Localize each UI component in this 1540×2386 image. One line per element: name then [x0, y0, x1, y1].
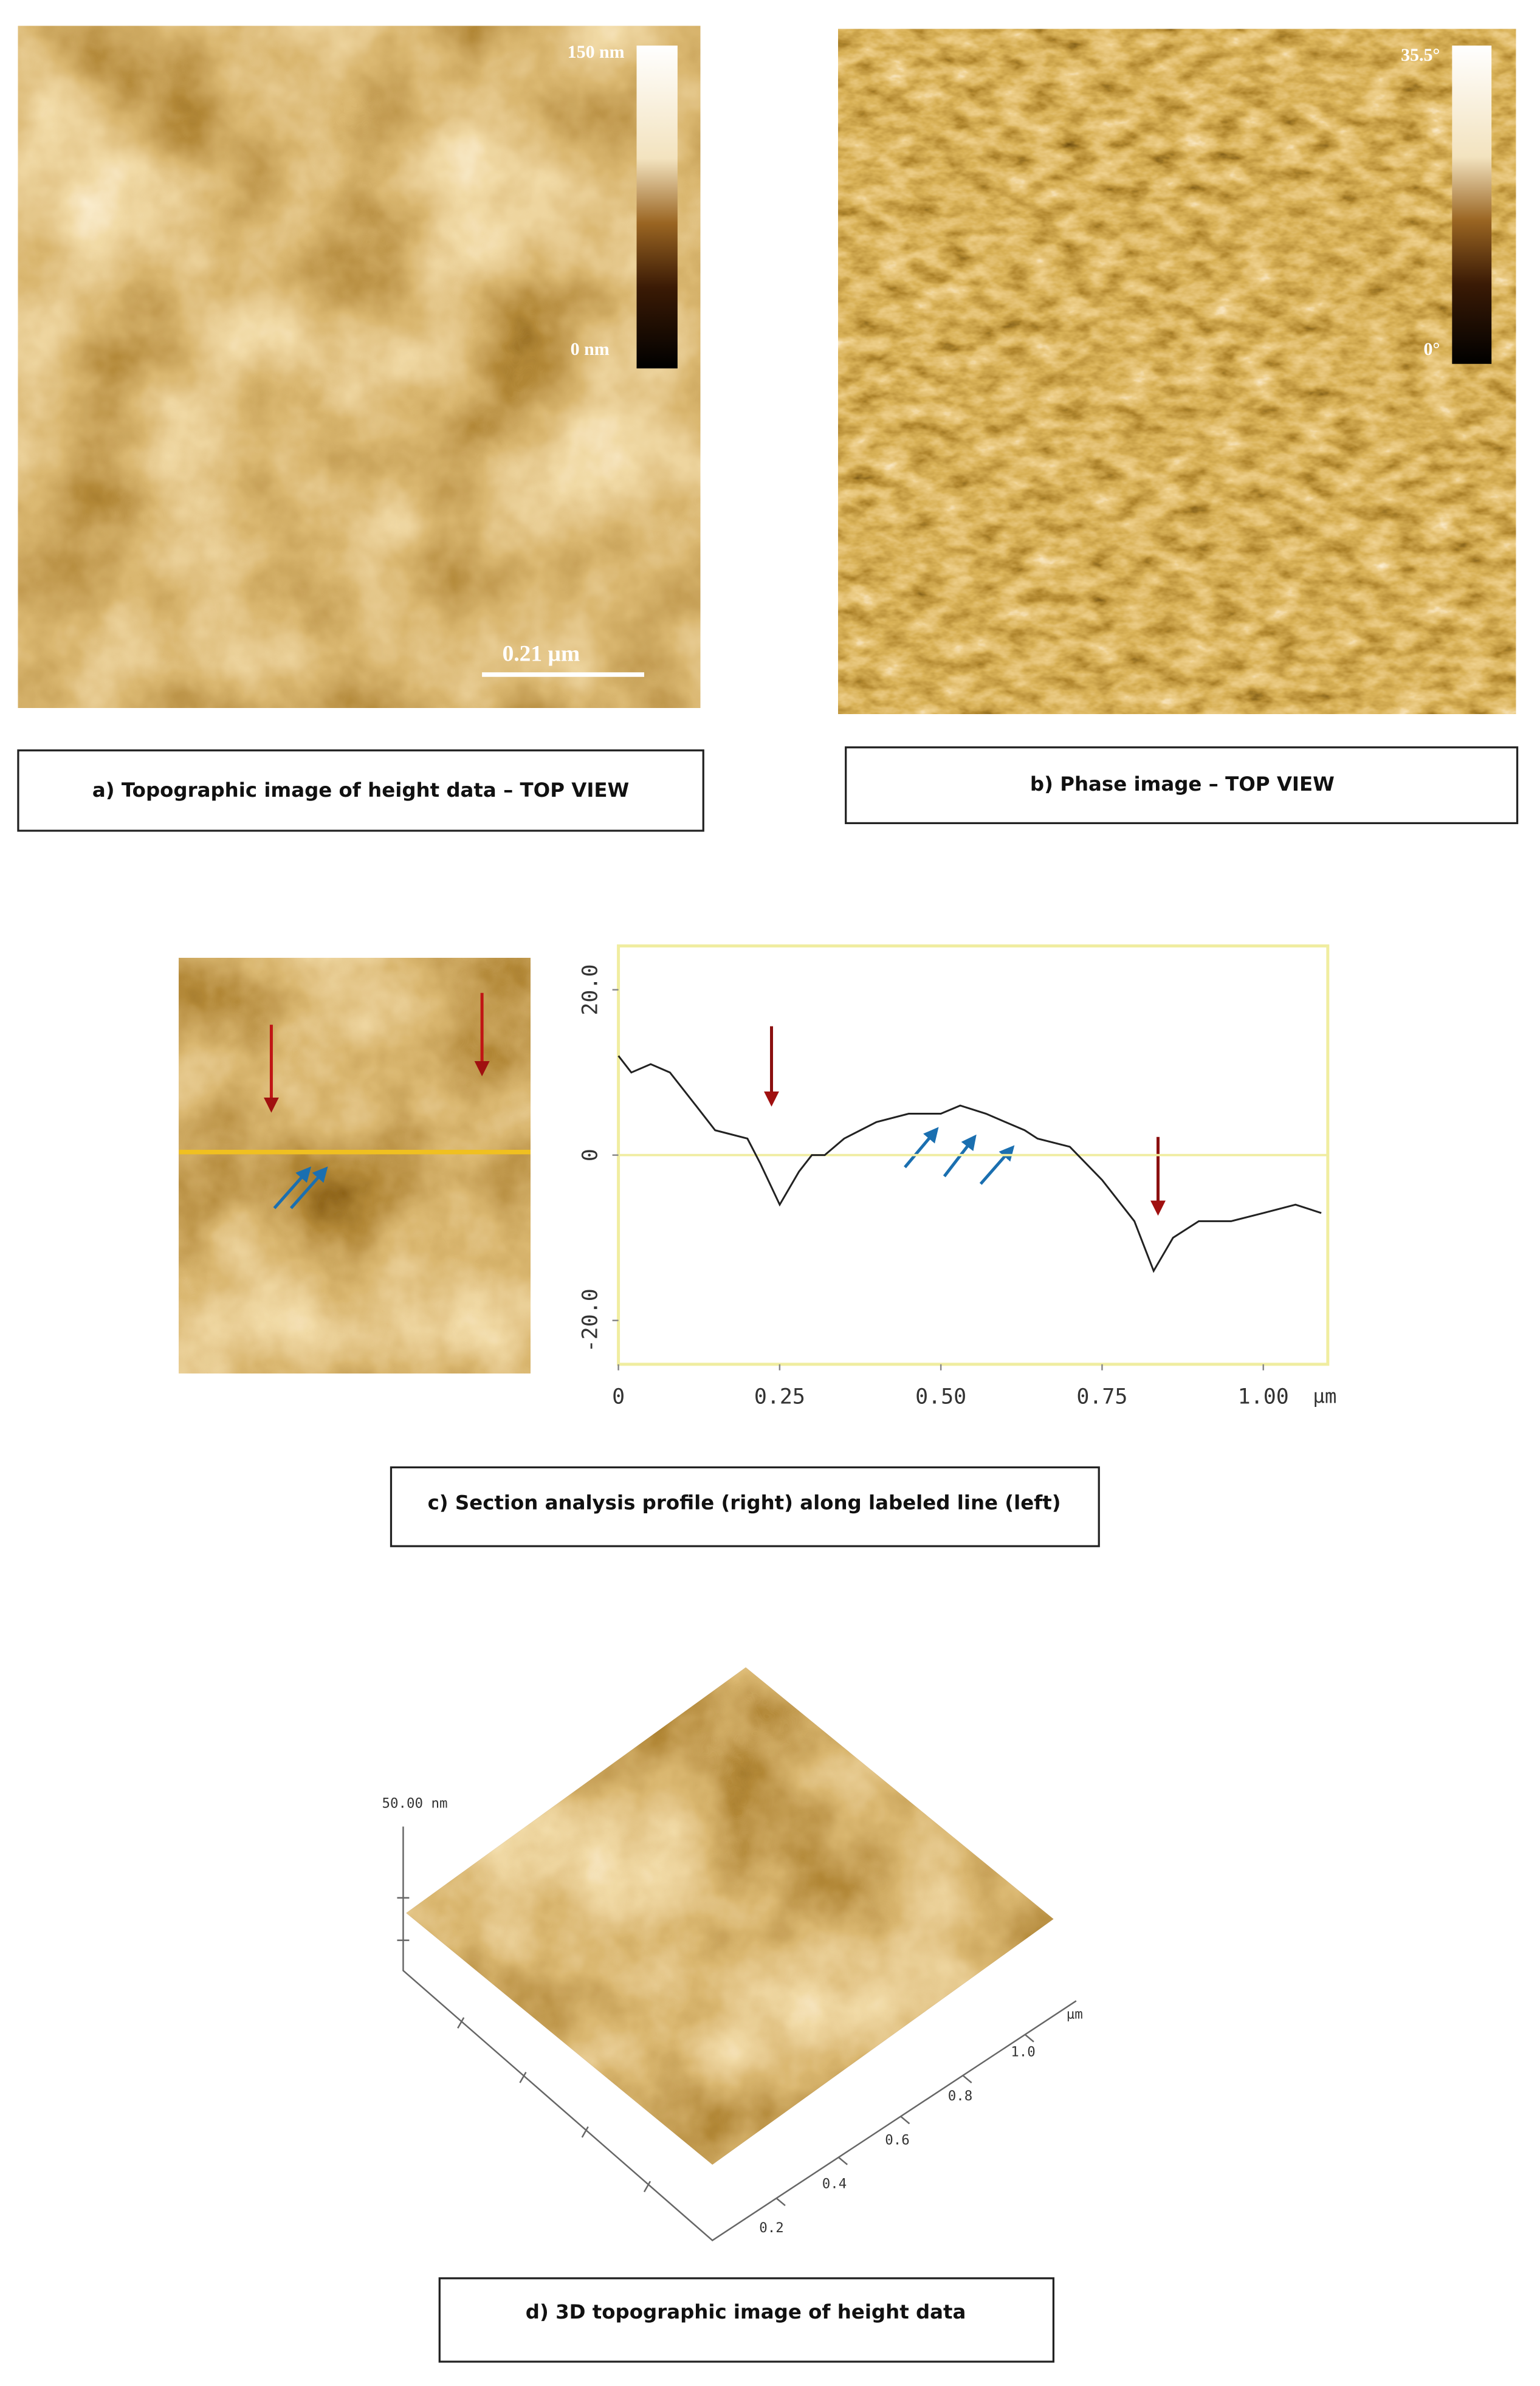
axis-tick-label: 1.0	[1011, 2044, 1036, 2060]
axis-tick-label: 0.6	[885, 2132, 910, 2148]
phase-image	[838, 29, 1516, 714]
z-label: 50.00 nm	[382, 1796, 448, 1812]
axis-ticks	[397, 1897, 1034, 2207]
y-tick-label: 20.0	[579, 964, 603, 1016]
axis-tick-label: 0.4	[822, 2176, 847, 2192]
profile-line	[617, 1055, 1322, 1273]
y-tick-label: -20.0	[579, 1288, 603, 1352]
caption: d) 3D topographic image of height data	[526, 2300, 966, 2323]
caption-box	[390, 1466, 1100, 1547]
arrow	[979, 1145, 1015, 1185]
colorbar-max: 35.5°	[1401, 45, 1440, 65]
colorbar	[1452, 45, 1492, 364]
colorbar-min: 0°	[1423, 339, 1440, 359]
arrow	[943, 1134, 977, 1178]
panel-d: 50.00 nm µm 0.2 0.4 0.6 0.8 1.0 d) 3D topogr…	[382, 1667, 1083, 2363]
colorbar	[636, 45, 678, 369]
x-tick-label: 0.50	[915, 1385, 966, 1409]
colorbar-min: 0 nm	[571, 339, 610, 359]
arrow	[289, 1166, 328, 1209]
axis-unit: µm	[1067, 2006, 1083, 2022]
x-tick-label: 1.00	[1238, 1385, 1289, 1409]
section-image	[179, 958, 531, 1373]
x-tick-label: 0.25	[754, 1385, 805, 1409]
x-tick-label: 0.75	[1076, 1385, 1127, 1409]
arrow	[273, 1166, 312, 1209]
arrow	[904, 1127, 939, 1169]
panel-c: µm c) Section analysis profile (right) a…	[179, 944, 1336, 1547]
caption: c) Section analysis profile (right) alon…	[428, 1491, 1061, 1514]
colorbar-max: 150 nm	[568, 42, 625, 62]
panel-a: 150 nm 0 nm 0.21 µm a) Topographic image…	[17, 26, 704, 832]
topography-image	[18, 26, 701, 708]
axis-tick-label: 0.2	[759, 2220, 784, 2236]
caption: b) Phase image – TOP VIEW	[1030, 772, 1335, 796]
x-unit: µm	[1313, 1385, 1336, 1408]
caption-box	[438, 2277, 1055, 2363]
panel-b: 35.5° 0° b) Phase image – TOP VIEW	[838, 29, 1519, 825]
y-tick-label: 0	[579, 1149, 603, 1161]
axis-tick-label: 0.8	[948, 2088, 973, 2104]
scale-bar-label: 0.21 µm	[503, 642, 580, 667]
caption-box	[17, 749, 704, 832]
x-tick-label: 0	[612, 1385, 625, 1409]
caption: a) Topographic image of height data – TO…	[92, 779, 629, 802]
caption-box	[845, 746, 1519, 825]
